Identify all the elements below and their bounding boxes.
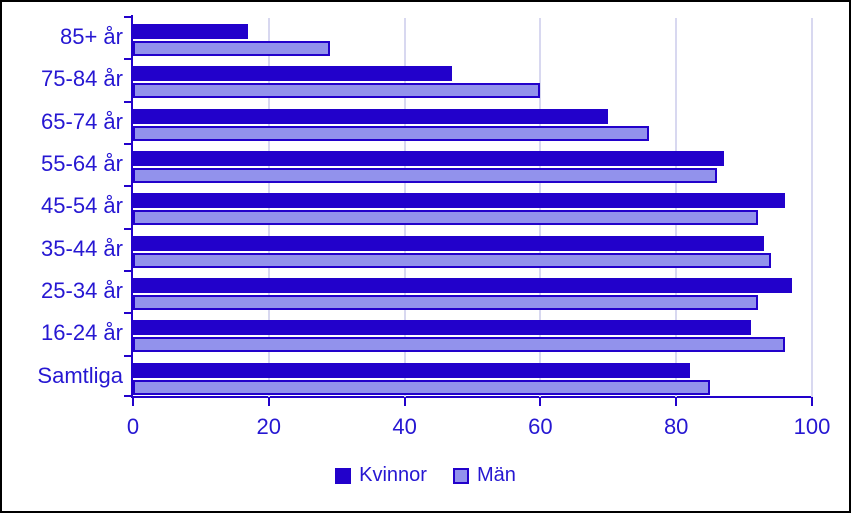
bar-kvinnor-3 — [133, 108, 609, 124]
category-label-9: Samtliga — [37, 362, 123, 388]
bar-group-8 — [133, 312, 812, 354]
bar-män-8 — [133, 337, 785, 353]
x-tick-40 — [403, 398, 406, 406]
x-tick-0 — [132, 398, 134, 406]
legend: Kvinnor Män — [2, 464, 849, 487]
y-axis-labels: 85+ år 75-84 år 65-74 år 55-64 år 45-54 år 35… — [2, 16, 123, 397]
bar-kvinnor-5 — [133, 193, 785, 209]
category-label-4: 55-64 år — [41, 151, 123, 177]
bar-män-1 — [133, 41, 330, 56]
legend-label-män: Män — [476, 464, 516, 486]
bar-kvinnor-6 — [133, 235, 765, 251]
bar-group-4 — [133, 143, 812, 185]
y-tick-boundary-0 — [124, 16, 133, 18]
y-tick-boundary-3 — [124, 143, 133, 145]
x-tick-label-80: 80 — [663, 414, 689, 439]
bar-group-1 — [133, 16, 812, 58]
x-tick-label-100: 100 — [793, 414, 831, 439]
x-tick-label-20: 20 — [256, 414, 282, 439]
bar-group-7 — [133, 270, 812, 312]
y-tick-boundary-9 — [124, 395, 133, 397]
y-tick-boundary-2 — [124, 101, 133, 103]
bar-män-9 — [133, 379, 711, 395]
category-label-5: 45-54 år — [41, 193, 123, 219]
bars-layer — [133, 16, 812, 397]
category-label-6: 35-44 år — [41, 235, 123, 261]
category-label-8: 16-24 år — [41, 320, 123, 346]
y-tick-boundary-1 — [124, 58, 133, 60]
y-tick-boundary-4 — [124, 185, 133, 187]
y-tick-boundary-6 — [124, 270, 133, 272]
x-tick-60 — [539, 398, 542, 406]
bar-group-6 — [133, 228, 812, 270]
x-tick-100 — [811, 398, 813, 406]
category-label-7: 25-34 år — [41, 278, 123, 304]
bar-group-9 — [133, 355, 812, 397]
bar-män-2 — [133, 83, 541, 99]
gridline-100 — [811, 18, 813, 397]
bar-män-4 — [133, 167, 717, 183]
bar-group-3 — [133, 101, 812, 143]
bar-kvinnor-4 — [133, 150, 724, 166]
legend-item-män: Män — [452, 464, 516, 487]
plot-area: 0 20 40 60 80 100 — [124, 16, 830, 439]
bar-kvinnor-1 — [133, 24, 249, 39]
bar-kvinnor-2 — [133, 66, 453, 82]
y-tick-boundary-8 — [124, 355, 133, 357]
category-label-1: 85+ år — [60, 24, 123, 50]
bar-kvinnor-7 — [133, 277, 792, 293]
category-label-2: 75-84 år — [41, 66, 123, 92]
x-axis-line — [131, 396, 813, 398]
x-tick-label-40: 40 — [392, 414, 417, 439]
y-tick-boundary-5 — [124, 228, 133, 230]
x-tick-20 — [267, 398, 270, 406]
x-tick-label-0: 0 — [126, 414, 140, 439]
bar-group-5 — [133, 185, 812, 227]
bar-män-6 — [133, 252, 772, 268]
bar-group-2 — [133, 58, 812, 100]
legend-swatch-män — [452, 467, 469, 484]
bar-män-3 — [133, 125, 650, 141]
legend-swatch-kvinnor — [335, 467, 352, 484]
x-tick-label-60: 60 — [528, 414, 553, 439]
legend-label-kvinnor: Kvinnor — [359, 464, 427, 486]
category-label-3: 65-74 år — [41, 108, 123, 134]
bar-kvinnor-8 — [133, 320, 751, 336]
y-axis-line — [131, 15, 133, 398]
bar-män-5 — [133, 210, 758, 226]
bar-kvinnor-9 — [133, 362, 690, 378]
bar-män-7 — [133, 294, 758, 310]
y-tick-boundary-7 — [124, 312, 133, 314]
legend-item-kvinnor: Kvinnor — [335, 464, 427, 487]
x-tick-80 — [675, 398, 678, 406]
